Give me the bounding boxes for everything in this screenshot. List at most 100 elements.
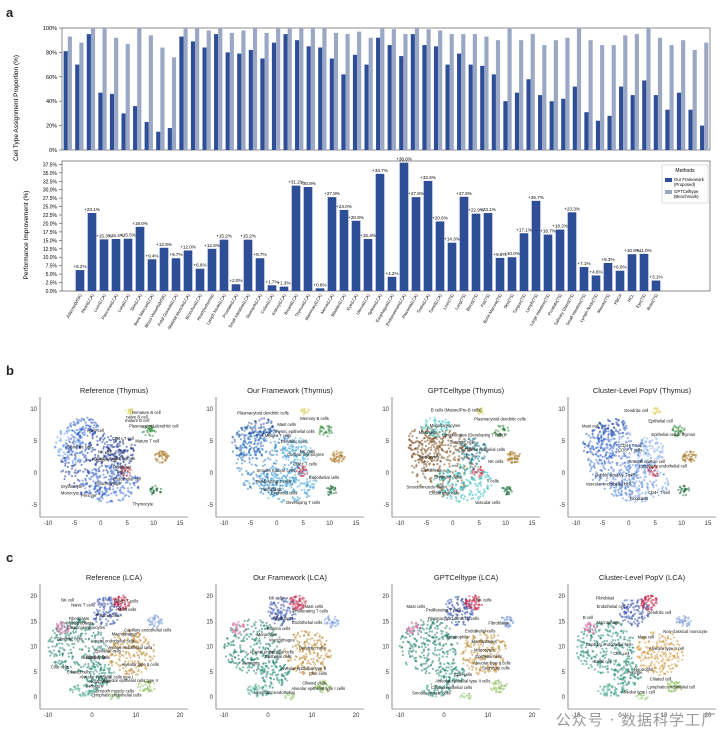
umap-point — [73, 471, 76, 474]
improvement-data-label: +6.0% — [613, 265, 626, 270]
umap-point — [293, 460, 296, 463]
umap-point — [644, 445, 647, 448]
umap-point — [335, 460, 338, 463]
umap-point — [139, 685, 142, 688]
umap-point — [644, 496, 648, 499]
improvement-y-tick-label: 0.0% — [46, 289, 58, 295]
umap-cell-label: Plasmacytoid dendritic cells — [237, 411, 288, 416]
umap-point — [235, 453, 238, 457]
umap-cell-label: Vascular endothelial cell — [586, 481, 631, 486]
umap-point — [592, 453, 595, 456]
umap-point — [621, 476, 624, 479]
umap-cell-label: Monocytes — [419, 454, 439, 459]
umap-point — [113, 492, 116, 495]
proportion-bar-framework — [653, 95, 658, 150]
umap-point — [241, 639, 244, 643]
umap-point — [285, 478, 288, 481]
umap-point — [421, 459, 424, 462]
umap-point — [233, 648, 236, 651]
umap-point — [121, 438, 125, 442]
umap-point — [446, 487, 449, 490]
umap-point — [253, 446, 256, 449]
proportion-bar-gptcelltype — [310, 28, 315, 150]
umap-point — [278, 437, 281, 441]
umap-point — [441, 477, 444, 480]
umap-point — [84, 426, 87, 429]
umap-point — [309, 446, 312, 450]
umap-point — [248, 635, 251, 638]
umap-cell-label: Fibroblasts — [421, 467, 441, 472]
umap-point — [653, 461, 656, 465]
umap-point — [71, 691, 74, 694]
umap-point — [235, 447, 239, 450]
umap-point — [107, 436, 110, 439]
umap-point — [333, 487, 337, 490]
proportion-bar-framework — [410, 34, 415, 150]
umap-point — [487, 475, 490, 478]
umap-point — [622, 423, 625, 426]
umap-point — [112, 622, 115, 625]
umap-cell-label: Lymphocytes (Developing T cells) — [442, 433, 505, 438]
umap-point — [457, 500, 461, 504]
umap-point — [137, 641, 140, 644]
umap-point — [409, 432, 412, 435]
umap-x-tick-label: 15 — [353, 521, 360, 527]
umap-point — [129, 408, 132, 411]
umap-point — [254, 479, 257, 483]
umap-cell-label: Secretory cells — [83, 655, 110, 660]
umap-cell-label: Naive T cells — [71, 602, 95, 607]
improvement-bar — [147, 259, 157, 291]
umap-point — [452, 445, 456, 448]
umap-point — [89, 484, 93, 487]
umap-cell-label: Endothelial cell — [113, 477, 141, 482]
umap-point — [615, 418, 618, 421]
umap-point — [111, 664, 114, 667]
umap-point — [656, 470, 659, 473]
umap-point — [627, 486, 630, 489]
umap-point — [478, 473, 481, 477]
umap-point — [142, 636, 146, 639]
umap-point — [295, 446, 298, 449]
umap-point — [76, 420, 79, 423]
umap-point — [312, 486, 315, 489]
umap-point — [430, 426, 433, 429]
umap-point — [159, 487, 163, 491]
umap-point — [438, 467, 441, 470]
umap-point — [588, 442, 591, 445]
umap-point — [70, 446, 73, 449]
umap-point — [451, 477, 454, 480]
umap-point — [430, 432, 433, 435]
improvement-data-label: +30.8% — [300, 181, 316, 186]
umap-point — [459, 465, 462, 468]
umap-point — [506, 426, 509, 429]
umap-point — [252, 425, 255, 429]
umap-point — [460, 482, 463, 485]
umap-point — [617, 432, 620, 435]
umap-point — [497, 430, 500, 433]
improvement-data-label: +23.3% — [564, 206, 580, 211]
umap-point — [694, 456, 697, 459]
umap-point — [262, 437, 265, 441]
umap-point — [303, 488, 306, 491]
umap-point — [146, 686, 149, 690]
umap-point — [624, 475, 627, 478]
umap-point — [144, 683, 147, 687]
umap-point — [477, 498, 480, 501]
umap-point — [654, 464, 657, 467]
umap-point — [660, 442, 663, 445]
umap-point — [647, 445, 650, 448]
umap-point — [463, 445, 466, 448]
umap-point — [643, 476, 646, 479]
umap-x-tick-label: 10 — [133, 713, 140, 719]
proportion-bar-gptcelltype — [391, 29, 396, 150]
legend-swatch — [665, 178, 672, 182]
umap-point — [251, 456, 254, 460]
umap-point — [282, 474, 285, 477]
umap-point — [306, 483, 309, 486]
umap-point — [473, 470, 477, 474]
improvement-bar — [291, 185, 301, 291]
umap-point — [425, 463, 428, 466]
umap-cell-label: mature B cell — [125, 418, 150, 423]
umap-point — [266, 457, 270, 460]
umap-point — [290, 490, 293, 494]
